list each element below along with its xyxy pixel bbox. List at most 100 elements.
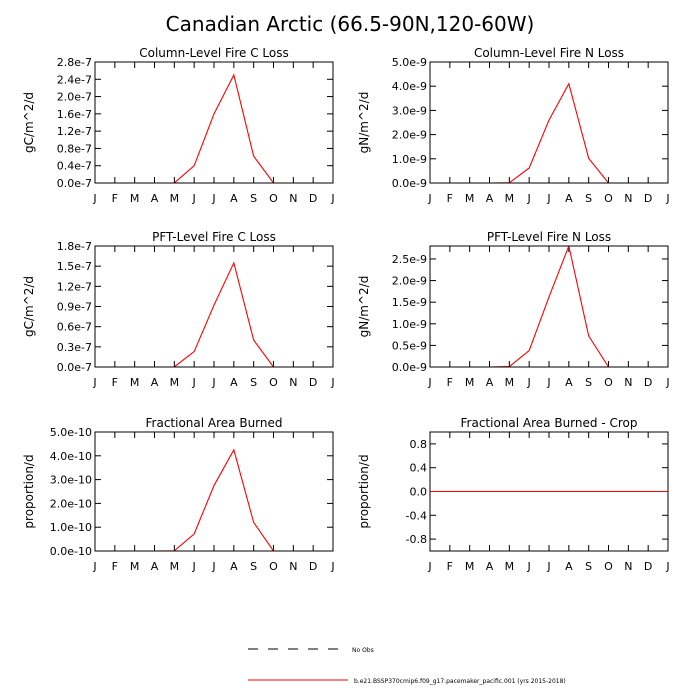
- y-axis-label: gC/m^2/d: [22, 276, 36, 337]
- x-tick-label: S: [250, 192, 257, 205]
- y-tick-label: 3.0e-9: [392, 104, 427, 117]
- x-tick-label: A: [486, 376, 494, 389]
- x-tick-label: S: [250, 560, 257, 573]
- y-tick-label: 0.5e-9: [392, 339, 427, 352]
- x-tick-label: N: [289, 560, 297, 573]
- x-tick-label: J: [527, 192, 531, 205]
- x-tick-label: O: [269, 192, 278, 205]
- x-tick-label: O: [269, 376, 278, 389]
- x-tick-label: M: [505, 192, 515, 205]
- panel-title: PFT-Level Fire N Loss: [487, 230, 611, 244]
- x-tick-label: D: [309, 376, 317, 389]
- x-tick-label: A: [486, 560, 494, 573]
- x-tick-label: M: [465, 192, 475, 205]
- y-tick-label: 1.6e-7: [57, 108, 92, 121]
- x-tick-label: A: [565, 376, 573, 389]
- plot-frame: [429, 431, 669, 552]
- x-tick-label: O: [269, 560, 278, 573]
- y-tick-label: 5.0e-10: [50, 426, 92, 439]
- chart-panel-3: PFT-Level Fire C Loss gC/m^2/d 0.0e-7 0.3e-…: [22, 230, 335, 389]
- x-tick-label: J: [546, 560, 550, 573]
- x-tick-label: J: [527, 376, 531, 389]
- y-tick-label: 0.0e-7: [57, 177, 92, 190]
- series-line: [95, 261, 333, 367]
- x-tick-label: J: [665, 192, 669, 205]
- x-tick-label: S: [585, 376, 592, 389]
- x-tick-label: A: [151, 376, 159, 389]
- x-tick-label: S: [585, 192, 592, 205]
- y-tick-label: 1.8e-7: [57, 240, 92, 253]
- x-tick-label: D: [644, 192, 652, 205]
- x-tick-label: J: [192, 192, 196, 205]
- x-tick-label: J: [330, 560, 334, 573]
- y-axis-label: proportion/d: [22, 454, 36, 528]
- y-tick-label: 2.0e-10: [50, 497, 92, 510]
- y-tick-label: 2.0e-9: [392, 129, 427, 142]
- plot-frame: [94, 431, 334, 552]
- y-tick-label: 2.0e-9: [392, 275, 427, 288]
- x-tick-label: F: [447, 560, 453, 573]
- x-tick-label: N: [289, 376, 297, 389]
- panel-title: Fractional Area Burned - Crop: [461, 416, 638, 430]
- panel-title: Column-Level Fire C Loss: [139, 46, 289, 60]
- y-axis-label: gN/m^2/d: [357, 92, 371, 154]
- x-tick-label: S: [585, 560, 592, 573]
- x-tick-label: S: [250, 376, 257, 389]
- x-tick-label: M: [465, 376, 475, 389]
- x-tick-label: J: [92, 376, 96, 389]
- y-tick-label: 4.0e-10: [50, 450, 92, 463]
- y-tick-label: 2.0e-7: [57, 91, 92, 104]
- y-tick-label: 1.0e-10: [50, 521, 92, 534]
- x-tick-label: M: [170, 192, 180, 205]
- x-tick-label: M: [170, 560, 180, 573]
- y-tick-label: 0.9e-7: [57, 301, 92, 314]
- x-tick-label: M: [170, 376, 180, 389]
- x-tick-label: O: [604, 376, 613, 389]
- y-tick-label: 1.0e-9: [392, 318, 427, 331]
- plot-frame: [94, 61, 334, 184]
- y-axis-label: gN/m^2/d: [357, 276, 371, 338]
- x-tick-label: F: [447, 192, 453, 205]
- y-axis-label: proportion/d: [357, 454, 371, 528]
- y-tick-label: 3.0e-10: [50, 474, 92, 487]
- y-tick-label: 0.6e-7: [57, 321, 92, 334]
- panel-title: PFT-Level Fire C Loss: [152, 230, 276, 244]
- legend-obs-label: No Obs: [352, 647, 374, 654]
- x-tick-label: D: [644, 560, 652, 573]
- y-tick-label: -0.4: [406, 509, 427, 522]
- x-tick-label: J: [192, 376, 196, 389]
- x-tick-label: J: [665, 560, 669, 573]
- y-axis-label: gC/m^2/d: [22, 92, 36, 153]
- x-tick-label: J: [330, 376, 334, 389]
- x-tick-label: D: [644, 376, 652, 389]
- chart-panel-2: Column-Level Fire N Loss gN/m^2/d 0.0e-9 1.…: [357, 46, 670, 205]
- x-tick-label: A: [565, 560, 573, 573]
- x-tick-label: D: [309, 560, 317, 573]
- x-tick-label: N: [289, 192, 297, 205]
- y-tick-label: 1.5e-9: [392, 296, 427, 309]
- x-tick-label: O: [604, 192, 613, 205]
- legend: No Obs b.e21.BSSP370cmip6.f09_g17.pacemak…: [248, 647, 566, 685]
- x-tick-label: A: [230, 192, 238, 205]
- x-tick-label: J: [211, 560, 215, 573]
- y-tick-label: -0.8: [406, 533, 427, 546]
- x-tick-label: J: [211, 376, 215, 389]
- y-tick-label: 0.8e-7: [57, 142, 92, 155]
- y-tick-label: 0.4e-7: [57, 160, 92, 173]
- x-tick-label: O: [604, 560, 613, 573]
- x-tick-label: N: [624, 376, 632, 389]
- x-tick-label: M: [465, 560, 475, 573]
- x-tick-label: J: [427, 560, 431, 573]
- y-tick-label: 1.2e-7: [57, 280, 92, 293]
- series-line: [95, 73, 333, 183]
- y-tick-label: 2.8e-7: [57, 56, 92, 69]
- panel-title: Fractional Area Burned: [146, 416, 283, 430]
- x-tick-label: N: [624, 192, 632, 205]
- chart-panel-4: PFT-Level Fire N Loss gN/m^2/d 0.0e-9 0.5e-…: [357, 230, 670, 389]
- y-tick-label: 0.4: [410, 462, 428, 475]
- chart-panel-5: Fractional Area Burned proportion/d 0.0e-1…: [22, 416, 335, 573]
- x-tick-label: M: [130, 560, 140, 573]
- x-tick-label: J: [427, 192, 431, 205]
- y-tick-label: 0.0e-7: [57, 361, 92, 374]
